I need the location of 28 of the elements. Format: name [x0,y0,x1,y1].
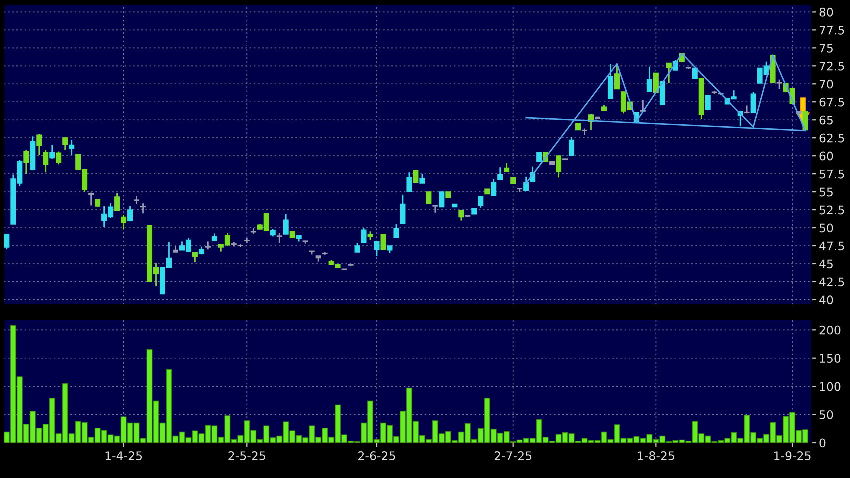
y-tick-label: 65 [820,116,833,125]
y-tick-label: 57.5 [820,170,844,179]
x-tick-label: 1-4-25 [106,452,142,460]
x-tick-label: 1-8-25 [638,452,674,460]
y-tick-label: 200 [820,326,841,335]
y-tick-label: 67.5 [820,98,844,107]
y-tick-label: 75 [820,44,833,53]
y-tick-label: 62.5 [820,134,844,143]
y-tick-label: 50 [820,224,834,233]
y-tick-label: 45 [820,260,833,269]
y-tick-label: 60 [820,152,834,161]
y-tick-label: 77.5 [820,26,844,35]
y-tick-label: 50 [820,410,834,420]
x-tick-label: 1-9-25 [774,452,811,460]
y-tick-label: 72.5 [820,62,844,71]
y-tick-label: 52.5 [820,206,844,215]
y-tick-label: 55 [820,188,833,197]
y-tick-label: 0 [820,438,826,448]
y-tick-label: 70 [820,80,834,89]
y-tick-label: 40 [820,296,834,305]
y-tick-label: 150 [820,354,841,364]
y-tick-label: 100 [820,382,841,392]
y-tick-label: 42.5 [820,278,844,287]
y-tick-label: 47.5 [820,242,844,251]
x-tick-label: 2-7-25 [494,452,532,460]
y-tick-label: 80 [820,8,834,17]
x-tick-label: 2-6-25 [358,452,396,460]
x-tick-label: 2-5-25 [228,452,266,460]
